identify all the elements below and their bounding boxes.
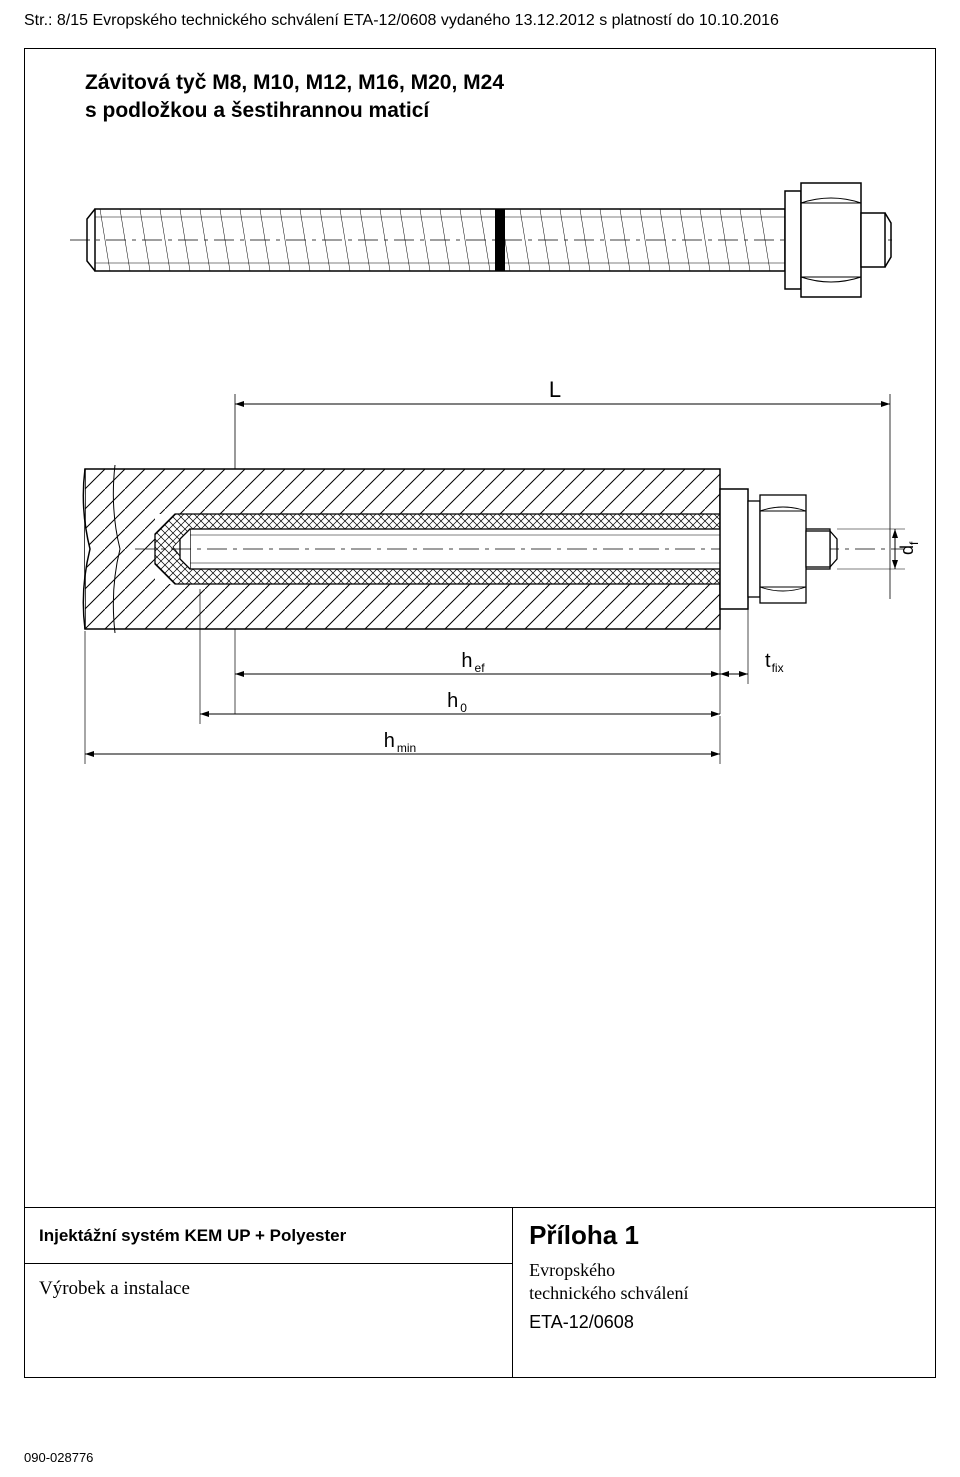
svg-text:hef: hef	[461, 650, 485, 675]
section-view: df hef tfix	[83, 465, 921, 764]
title-line-1: Závitová tyč M8, M10, M12, M16, M20, M24	[85, 71, 504, 94]
label-hmin-sub: min	[397, 741, 416, 755]
approval-org-l2: technického schválení	[529, 1283, 688, 1303]
label-hef-sub: ef	[475, 661, 486, 675]
label-hef: h	[461, 650, 472, 672]
label-df-sub: f	[907, 541, 921, 545]
diagram-svg: L	[25, 169, 935, 809]
footer-subtitle: Výrobek a instalace	[25, 1264, 512, 1377]
diagrams: L	[25, 169, 935, 814]
main-frame: Závitová tyč M8, M10, M12, M16, M20, M24…	[24, 48, 936, 1378]
appendix-title: Příloha 1	[529, 1220, 935, 1251]
footer-product-name: Injektážní systém KEM UP + Polyester	[25, 1208, 512, 1264]
label-L: L	[549, 377, 561, 402]
footer-table: Injektážní systém KEM UP + Polyester Výr…	[25, 1207, 935, 1377]
approval-org: Evropského technického schválení	[529, 1259, 935, 1304]
svg-text:tfix: tfix	[765, 650, 784, 675]
bolt-side-view	[70, 183, 895, 297]
label-h0-sub: 0	[460, 701, 467, 715]
footer-right: Příloha 1 Evropského technického schvále…	[513, 1207, 935, 1377]
label-tfix: t	[765, 650, 771, 672]
label-tfix-sub: fix	[772, 661, 784, 675]
eta-number: ETA-12/0608	[529, 1312, 935, 1333]
page-header: Str.: 8/15 Evropského technického schvál…	[24, 12, 779, 30]
svg-text:h0: h0	[447, 690, 467, 715]
body-title: Závitová tyč M8, M10, M12, M16, M20, M24…	[85, 69, 504, 126]
svg-text:hmin: hmin	[384, 730, 416, 755]
label-h0: h	[447, 690, 458, 712]
page: Str.: 8/15 Evropského technického schvál…	[0, 0, 960, 1477]
doc-number: 090-028776	[24, 1450, 93, 1465]
label-df: d	[897, 545, 917, 555]
title-line-2: s podložkou a šestihrannou maticí	[85, 99, 429, 122]
label-hmin: h	[384, 730, 395, 752]
svg-text:df: df	[897, 541, 921, 555]
approval-org-l1: Evropského	[529, 1260, 615, 1280]
footer-left: Injektážní systém KEM UP + Polyester Výr…	[25, 1207, 513, 1377]
